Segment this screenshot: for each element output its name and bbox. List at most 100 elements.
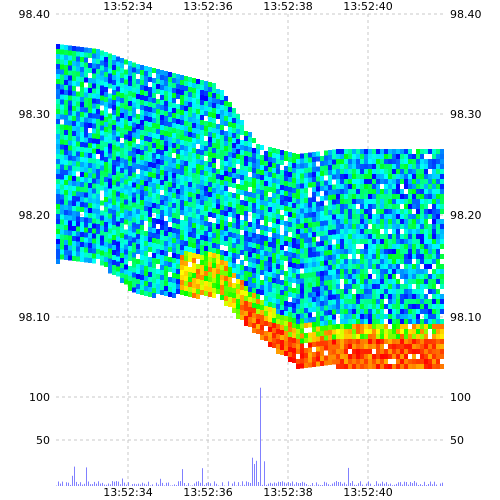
heat-cell-31	[56, 199, 60, 204]
heat-cell-874	[136, 184, 140, 189]
heat-cell-551	[108, 78, 112, 84]
heat-cell-3172	[360, 309, 364, 314]
heat-cell-2413	[288, 247, 292, 252]
heat-cell-935	[140, 265, 144, 270]
heat-cell-1308	[176, 174, 180, 179]
heat-cell-1185	[164, 201, 168, 206]
heat-cell-1477	[192, 153, 196, 158]
heat-cell-3717	[412, 314, 416, 319]
heat-cell-37	[56, 229, 60, 234]
heat-cell-218	[76, 61, 80, 67]
heat-cell-2559	[300, 363, 304, 369]
heat-cell-3541	[396, 249, 400, 254]
heat-cell-270	[80, 117, 84, 122]
heat-cell-2232	[268, 297, 272, 302]
heat-cell-1474	[192, 138, 196, 143]
heat-cell-1527	[196, 189, 200, 194]
heat-cell-3783	[420, 209, 424, 214]
heat-cell-380	[92, 48, 96, 54]
volume-bar-176	[408, 484, 409, 486]
heat-cell-3851	[424, 349, 428, 354]
heat-cell-3170	[360, 299, 364, 304]
heat-cell-612	[112, 175, 116, 180]
heat-cell-1646	[208, 157, 212, 162]
heat-cell-767	[128, 81, 132, 86]
heat-cell-1263	[172, 168, 176, 173]
heat-cell-3678	[408, 309, 412, 314]
heat-cell-1398	[184, 191, 188, 196]
heat-cell-2192	[264, 271, 268, 276]
heat-cell-2128	[256, 309, 260, 314]
heat-cell-2341	[280, 260, 284, 265]
heat-cell-3181	[360, 354, 364, 359]
heat-cell-151	[68, 155, 72, 161]
heat-cell-3033	[348, 239, 352, 244]
heat-cell-1041	[152, 133, 156, 138]
heat-cell-694	[120, 153, 124, 158]
volume-bar-70	[196, 481, 197, 486]
heat-cell-3295	[372, 284, 376, 289]
heat-cell-1468	[192, 108, 196, 113]
heat-cell-892	[136, 279, 140, 284]
heat-cell-3008	[344, 334, 348, 339]
heat-cell-3231	[368, 164, 372, 169]
heat-cell-3925	[432, 324, 436, 329]
heat-cell-804	[128, 271, 132, 276]
heat-cell-3084	[352, 284, 356, 289]
heat-cell-2795	[324, 320, 328, 326]
heat-cell-3539	[396, 239, 400, 244]
heat-cell-3802	[420, 309, 424, 314]
heat-cell-104	[64, 135, 68, 140]
heat-cell-3734	[416, 179, 420, 184]
heat-cell-896	[140, 70, 144, 75]
heat-cell-3443	[388, 179, 392, 184]
heat-cell-2755	[320, 326, 324, 331]
x-tick-top-2: 13:52:36	[183, 0, 232, 13]
heat-cell-410	[92, 198, 96, 204]
heat-cell-1228	[168, 197, 172, 202]
heat-cell-1944	[236, 289, 240, 294]
heat-cell-3189	[364, 174, 368, 179]
heat-cell-1777	[220, 210, 224, 215]
heat-cell-988	[148, 87, 152, 92]
heat-cell-2244	[272, 158, 276, 163]
volume-bar-103	[262, 484, 263, 486]
heat-cell-3414	[384, 234, 388, 239]
heat-cell-538	[104, 227, 108, 232]
heat-cell-511	[104, 92, 108, 97]
heat-cell-3927	[432, 334, 436, 339]
heat-cell-2579	[304, 248, 308, 253]
heat-cell-2902	[336, 224, 340, 229]
heat-cell-2837	[328, 320, 332, 325]
heat-cell-2887	[336, 149, 340, 154]
heat-cell-561	[108, 138, 112, 144]
heat-cell-2696	[316, 231, 320, 237]
heat-cell-1343	[180, 130, 184, 135]
heat-cell-885	[136, 239, 140, 244]
heat-cell-3620	[404, 239, 408, 244]
heat-cell-148	[68, 140, 72, 146]
heat-cell-3336	[376, 274, 380, 279]
heat-cell-3000	[344, 294, 348, 299]
heat-cell-346	[88, 88, 92, 93]
heat-cell-226	[76, 106, 80, 112]
heat-cell-3354	[376, 364, 380, 369]
volume-bar-150	[356, 484, 357, 486]
heat-cell-3579	[400, 239, 404, 244]
heat-cell-2190	[264, 261, 268, 266]
heat-cell-2241	[268, 342, 272, 347]
heat-cell-2195	[264, 286, 268, 291]
heat-cell-3537	[396, 229, 400, 234]
heat-cell-1868	[228, 282, 232, 287]
heat-cell-1007	[148, 182, 152, 187]
heat-cell-1908	[232, 293, 236, 298]
heat-cell-1267	[172, 188, 176, 193]
heat-cell-1432	[188, 142, 192, 147]
heat-cell-3230	[368, 159, 372, 164]
heat-cell-1176	[164, 156, 168, 161]
heat-cell-1718	[216, 104, 220, 109]
heat-cell-2097	[256, 149, 260, 154]
heat-cell-2272	[272, 298, 276, 303]
heat-cell-1035	[152, 103, 156, 108]
heat-cell-1433	[188, 147, 192, 152]
